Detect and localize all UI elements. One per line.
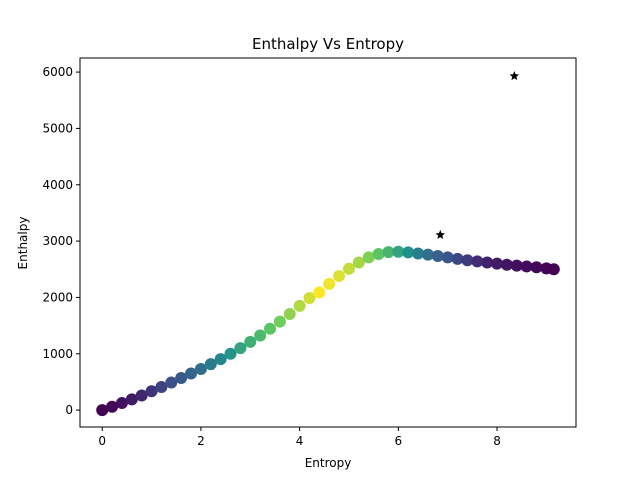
x-axis: 0 2 4 6 8 [98, 427, 501, 448]
y-tick-label: 0 [65, 403, 73, 417]
data-point [125, 393, 138, 406]
data-point [106, 400, 119, 413]
data-point [264, 322, 277, 335]
y-axis: 0 1000 2000 3000 4000 5000 6000 [42, 65, 80, 417]
y-tick-label: 5000 [42, 121, 73, 135]
data-point [115, 397, 128, 410]
data-point [194, 362, 207, 375]
data-point [547, 263, 560, 276]
data-point [431, 250, 444, 263]
data-point [244, 335, 257, 348]
data-point [165, 376, 178, 389]
data-point [185, 367, 198, 380]
data-point [323, 277, 336, 290]
data-point [234, 342, 247, 355]
y-tick-label: 1000 [42, 347, 73, 361]
data-point [155, 381, 168, 394]
data-point [224, 347, 237, 360]
data-point [382, 246, 395, 259]
data-point [412, 247, 425, 260]
data-point [273, 315, 286, 328]
x-tick-label: 2 [197, 434, 205, 448]
data-point [96, 404, 109, 417]
data-point [441, 251, 454, 264]
data-point [372, 248, 385, 261]
star-marker [435, 229, 446, 239]
star-marker [509, 71, 520, 81]
data-point [135, 389, 148, 402]
data-point [510, 259, 523, 272]
data-point [500, 258, 513, 271]
y-axis-label: Enthalpy [16, 217, 30, 270]
plot-frame [79, 57, 577, 428]
x-axis-label: Entropy [305, 456, 352, 470]
data-point [520, 260, 533, 273]
data-point [204, 358, 217, 371]
data-point [471, 255, 484, 268]
data-point [145, 385, 158, 398]
data-point [313, 286, 326, 299]
y-tick-label: 6000 [42, 65, 73, 79]
y-tick-label: 3000 [42, 234, 73, 248]
data-point [451, 252, 464, 265]
data-point [461, 254, 474, 267]
x-tick-label: 4 [296, 434, 304, 448]
data-point [283, 308, 296, 321]
data-point [352, 256, 365, 269]
data-point [333, 270, 346, 283]
data-point [491, 257, 504, 270]
data-point [402, 246, 415, 259]
data-point [254, 329, 267, 342]
x-tick-label: 0 [98, 434, 106, 448]
data-point [392, 245, 405, 258]
points-layer [96, 71, 560, 417]
data-point [303, 291, 316, 304]
x-tick-label: 6 [395, 434, 403, 448]
y-tick-label: 4000 [42, 178, 73, 192]
data-point [342, 262, 355, 275]
x-tick-label: 8 [493, 434, 501, 448]
y-tick-label: 2000 [42, 290, 73, 304]
data-point [362, 251, 375, 264]
data-point [421, 248, 434, 261]
data-point [481, 256, 494, 269]
data-point [175, 371, 188, 384]
data-point [293, 299, 306, 312]
data-point [214, 353, 227, 366]
data-point [530, 261, 543, 274]
chart-title: Enthalpy Vs Entropy [252, 35, 404, 53]
